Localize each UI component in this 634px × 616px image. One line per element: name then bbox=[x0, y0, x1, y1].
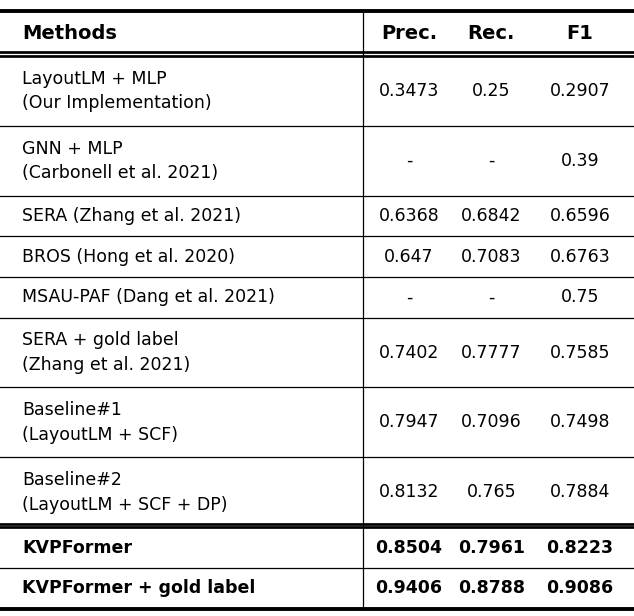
Text: SERA (Zhang et al. 2021): SERA (Zhang et al. 2021) bbox=[22, 207, 241, 225]
Text: 0.7777: 0.7777 bbox=[461, 344, 522, 362]
Text: 0.8223: 0.8223 bbox=[547, 538, 614, 557]
Text: Baseline#1
(LayoutLM + SCF): Baseline#1 (LayoutLM + SCF) bbox=[22, 401, 178, 444]
Text: KVPFormer: KVPFormer bbox=[22, 538, 133, 557]
Text: SERA + gold label
(Zhang et al. 2021): SERA + gold label (Zhang et al. 2021) bbox=[22, 331, 190, 374]
Text: 0.6842: 0.6842 bbox=[461, 207, 522, 225]
Text: Methods: Methods bbox=[22, 24, 117, 43]
Text: 0.7096: 0.7096 bbox=[461, 413, 522, 431]
Text: 0.6596: 0.6596 bbox=[550, 207, 611, 225]
Text: Prec.: Prec. bbox=[381, 24, 437, 43]
Text: 0.7961: 0.7961 bbox=[458, 538, 525, 557]
Text: 0.7585: 0.7585 bbox=[550, 344, 611, 362]
Text: F1: F1 bbox=[567, 24, 593, 43]
Text: 0.6368: 0.6368 bbox=[378, 207, 439, 225]
Text: -: - bbox=[406, 288, 412, 306]
Text: 0.765: 0.765 bbox=[467, 484, 516, 501]
Text: 0.7402: 0.7402 bbox=[378, 344, 439, 362]
Text: 0.7884: 0.7884 bbox=[550, 484, 611, 501]
Text: 0.9086: 0.9086 bbox=[547, 579, 614, 598]
Text: 0.7498: 0.7498 bbox=[550, 413, 611, 431]
Text: 0.2907: 0.2907 bbox=[550, 82, 611, 100]
Text: BROS (Hong et al. 2020): BROS (Hong et al. 2020) bbox=[22, 248, 235, 265]
Text: Rec.: Rec. bbox=[468, 24, 515, 43]
Text: 0.6763: 0.6763 bbox=[550, 248, 611, 265]
Text: 0.8504: 0.8504 bbox=[375, 538, 443, 557]
Text: Baseline#2
(LayoutLM + SCF + DP): Baseline#2 (LayoutLM + SCF + DP) bbox=[22, 471, 228, 514]
Text: GNN + MLP
(Carbonell et al. 2021): GNN + MLP (Carbonell et al. 2021) bbox=[22, 139, 218, 182]
Text: MSAU-PAF (Dang et al. 2021): MSAU-PAF (Dang et al. 2021) bbox=[22, 288, 275, 306]
Text: -: - bbox=[488, 288, 495, 306]
Text: 0.39: 0.39 bbox=[561, 152, 599, 169]
Text: 0.7083: 0.7083 bbox=[461, 248, 522, 265]
Text: -: - bbox=[488, 152, 495, 169]
Text: 0.25: 0.25 bbox=[472, 82, 510, 100]
Text: 0.75: 0.75 bbox=[561, 288, 599, 306]
Text: 0.8132: 0.8132 bbox=[378, 484, 439, 501]
Text: 0.9406: 0.9406 bbox=[375, 579, 443, 598]
Text: 0.647: 0.647 bbox=[384, 248, 434, 265]
Text: 0.8788: 0.8788 bbox=[458, 579, 525, 598]
Text: -: - bbox=[406, 152, 412, 169]
Text: LayoutLM + MLP
(Our Implementation): LayoutLM + MLP (Our Implementation) bbox=[22, 70, 212, 112]
Text: KVPFormer + gold label: KVPFormer + gold label bbox=[22, 579, 256, 598]
Text: 0.7947: 0.7947 bbox=[378, 413, 439, 431]
Text: 0.3473: 0.3473 bbox=[378, 82, 439, 100]
